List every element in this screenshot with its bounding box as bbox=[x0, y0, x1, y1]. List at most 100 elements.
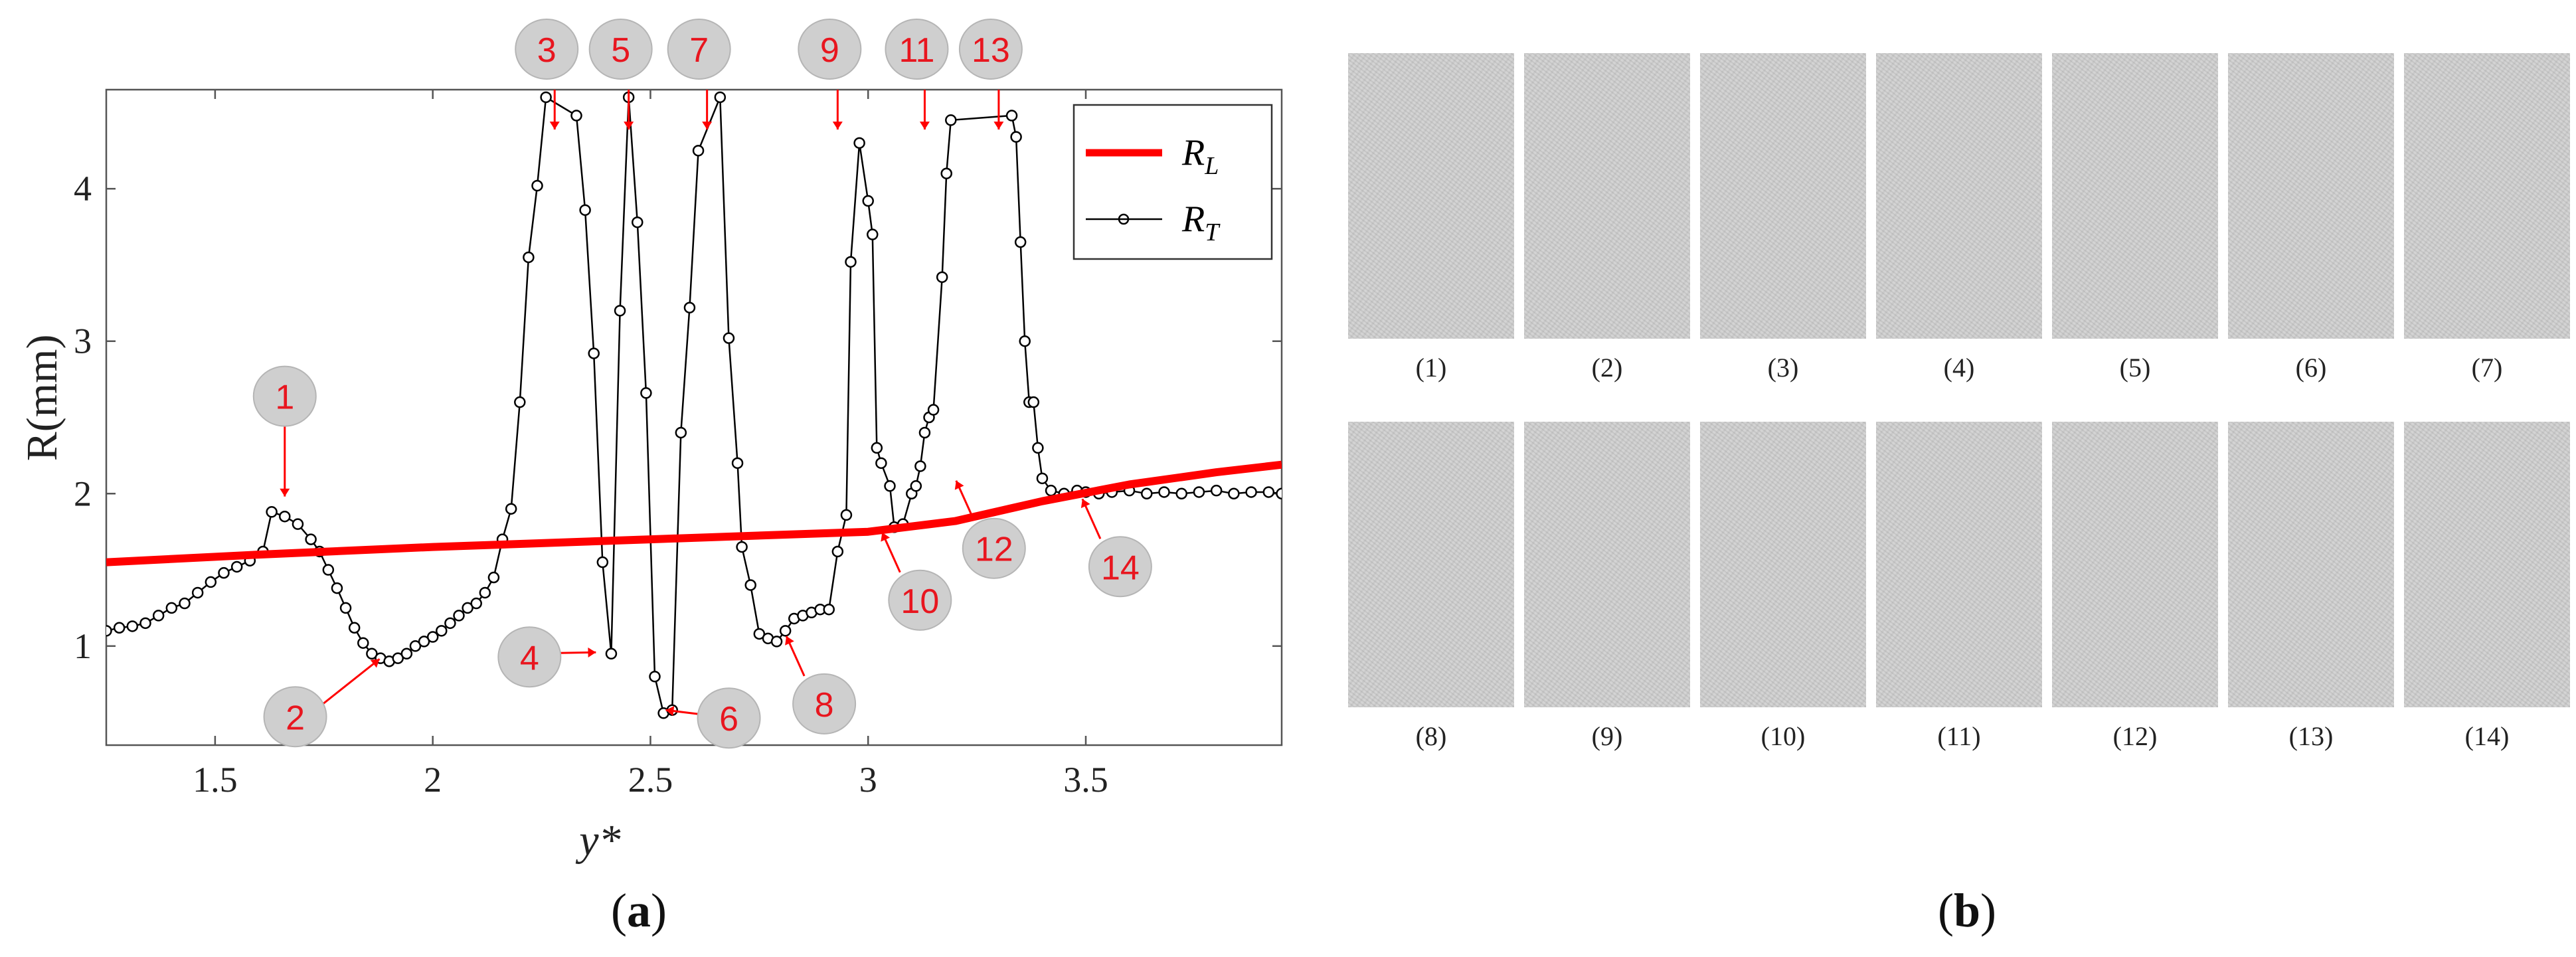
frame-6 bbox=[2228, 53, 2394, 339]
frame-7 bbox=[2404, 53, 2570, 339]
annotation-arrowhead bbox=[702, 122, 713, 130]
series-rt-point bbox=[927, 404, 940, 416]
frame-8 bbox=[1348, 422, 1514, 707]
series-rt-point bbox=[1032, 442, 1044, 454]
x-tick-label: 2.5 bbox=[628, 760, 673, 800]
series-rt-point bbox=[596, 556, 609, 568]
frame-3 bbox=[1700, 53, 1866, 339]
series-rt-point bbox=[649, 670, 661, 683]
annotation-label: 8 bbox=[815, 686, 834, 725]
series-rt-point bbox=[831, 545, 844, 558]
series-rt-point bbox=[1175, 487, 1187, 500]
annotation-arrowhead bbox=[588, 647, 596, 657]
x-tick-label: 1.5 bbox=[193, 760, 238, 800]
annotation-arrowhead bbox=[993, 122, 1004, 130]
series-rt-point bbox=[165, 602, 178, 614]
series-rt-point bbox=[348, 622, 361, 634]
series-rt-point bbox=[357, 637, 369, 649]
annotation-label: 14 bbox=[1101, 549, 1140, 587]
series-rt-point bbox=[1245, 486, 1257, 498]
frame-4 bbox=[1876, 53, 2042, 339]
frame-caption: (12) bbox=[2112, 721, 2158, 751]
y-tick-label: 3 bbox=[74, 321, 92, 361]
series-rt-point bbox=[1210, 484, 1223, 497]
annotation-arrowhead bbox=[370, 659, 380, 668]
frame-caption: (3) bbox=[1767, 353, 1799, 383]
series-rt-point bbox=[936, 271, 948, 284]
series-rt-point bbox=[714, 91, 727, 104]
series-rl-line bbox=[106, 460, 1282, 566]
series-rt-point bbox=[1010, 131, 1022, 143]
series-rt-point bbox=[675, 426, 687, 439]
series-rt-point bbox=[1019, 335, 1031, 347]
annotation-bubble bbox=[252, 365, 317, 427]
series-rt-point bbox=[614, 305, 626, 317]
series-rt-point bbox=[126, 620, 139, 632]
annotation-bubble bbox=[798, 19, 862, 80]
panel-label-b: (b) bbox=[1938, 884, 1997, 937]
series-rt-point bbox=[570, 110, 582, 122]
series-rt-point bbox=[400, 648, 413, 660]
series-rt-point bbox=[409, 640, 422, 652]
series-rt-point bbox=[505, 503, 517, 515]
legend-box bbox=[1073, 104, 1273, 260]
annotation-label: 7 bbox=[689, 31, 709, 70]
x-tick-label: 3.5 bbox=[1063, 760, 1108, 800]
annotation-bubble bbox=[885, 19, 949, 80]
frame-1 bbox=[1348, 53, 1514, 339]
series-rt-point bbox=[230, 561, 243, 573]
frame-caption: (5) bbox=[2119, 353, 2151, 383]
series-rt-point bbox=[462, 602, 473, 614]
series-rt-point bbox=[205, 576, 217, 588]
series-rt-point bbox=[753, 628, 766, 640]
annotation-label: 4 bbox=[520, 639, 539, 677]
series-rt-point bbox=[918, 426, 931, 439]
annotation-label: 9 bbox=[820, 31, 839, 70]
series-rt-point bbox=[487, 571, 500, 584]
series-rt-point bbox=[322, 564, 335, 576]
series-rt-point bbox=[514, 396, 526, 408]
series-rt-point bbox=[779, 625, 792, 637]
series-rt-point bbox=[339, 602, 352, 614]
annotation-arrowhead bbox=[785, 636, 794, 646]
annotation-label: 1 bbox=[275, 379, 294, 417]
frame-12 bbox=[2052, 422, 2218, 707]
annotation-arrowhead bbox=[919, 122, 930, 130]
series-rt-point bbox=[470, 597, 482, 610]
series-rt-point bbox=[523, 251, 535, 264]
series-rt-point bbox=[840, 509, 853, 521]
series-rt-point bbox=[605, 648, 618, 660]
series-rt-point bbox=[436, 625, 448, 637]
annotation-label: 3 bbox=[537, 31, 557, 70]
series-rt-point bbox=[266, 506, 278, 518]
series-rt-point bbox=[444, 617, 456, 630]
series-rt-point bbox=[531, 179, 543, 192]
series-rt-point bbox=[179, 597, 191, 610]
annotation-bubble bbox=[1088, 536, 1152, 598]
annotation-label: 2 bbox=[286, 699, 305, 737]
annotation-bubble bbox=[792, 673, 857, 735]
frame-11 bbox=[1876, 422, 2042, 707]
series-rt-point bbox=[867, 228, 879, 240]
series-rt-point bbox=[940, 167, 952, 179]
series-rt-point bbox=[845, 256, 857, 268]
frame-5 bbox=[2052, 53, 2218, 339]
annotation-label: 12 bbox=[975, 531, 1013, 569]
annotation-arrowhead bbox=[624, 122, 634, 130]
x-tick-label: 2 bbox=[424, 760, 442, 800]
frame-caption: (8) bbox=[1415, 721, 1447, 751]
series-rt-point bbox=[366, 648, 378, 660]
annotation-bubble bbox=[497, 626, 562, 688]
frame-caption: (7) bbox=[2471, 353, 2503, 383]
frame-caption: (14) bbox=[2464, 721, 2510, 751]
y-axis-title: R(mm) bbox=[18, 335, 66, 462]
series-rt-point bbox=[191, 586, 204, 599]
series-rt-point bbox=[479, 586, 491, 599]
series-rt-point bbox=[331, 582, 343, 594]
series-rt-point bbox=[1014, 236, 1027, 248]
frame-caption: (6) bbox=[2295, 353, 2327, 383]
annotation-arrowhead bbox=[665, 706, 675, 717]
annotation-arrowhead bbox=[881, 532, 891, 542]
